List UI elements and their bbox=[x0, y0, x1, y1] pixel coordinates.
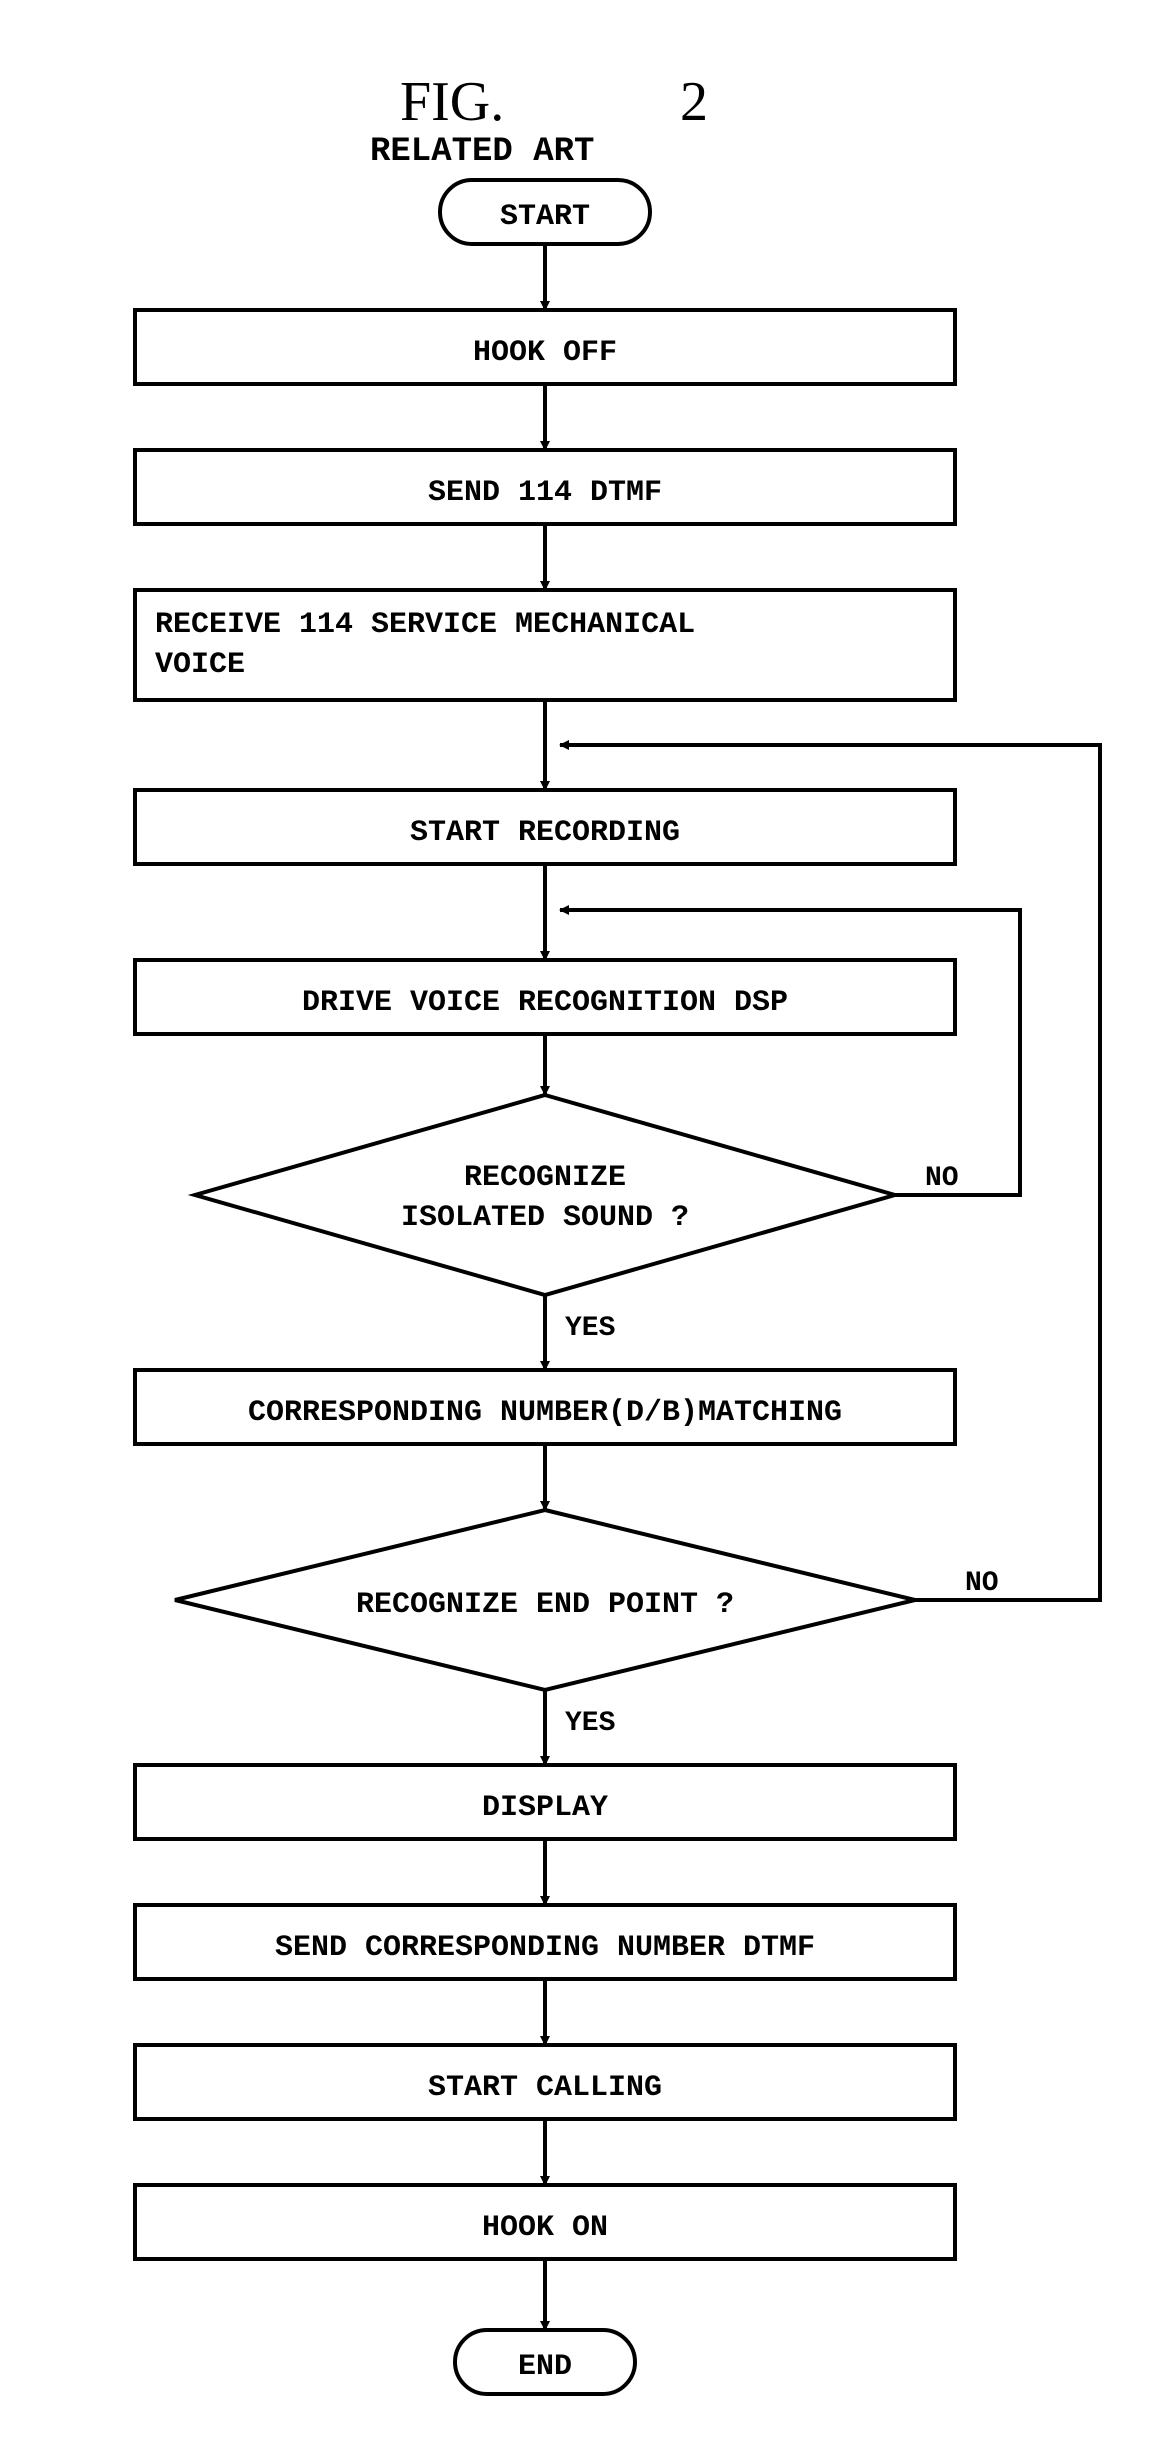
svg-text:HOOK ON: HOOK ON bbox=[482, 2211, 608, 2245]
svg-text:START CALLING: START CALLING bbox=[428, 2071, 662, 2105]
send-114-dtmf-box: SEND 114 DTMF bbox=[135, 450, 955, 524]
svg-text:START: START bbox=[500, 200, 590, 234]
yes-label-1: YES bbox=[565, 1313, 615, 1344]
svg-text:RECEIVE 114 SERVICE MECHANICAL: RECEIVE 114 SERVICE MECHANICAL bbox=[155, 608, 695, 642]
figure-subtitle: RELATED ART bbox=[370, 133, 594, 171]
svg-text:DISPLAY: DISPLAY bbox=[482, 1791, 608, 1825]
end-terminal: END bbox=[455, 2330, 635, 2394]
start-terminal: START bbox=[440, 180, 650, 244]
start-recording-box: START RECORDING bbox=[135, 790, 955, 864]
svg-text:RECOGNIZE: RECOGNIZE bbox=[464, 1161, 626, 1195]
no-label-1: NO bbox=[925, 1163, 959, 1194]
svg-text:DRIVE VOICE RECOGNITION DSP: DRIVE VOICE RECOGNITION DSP bbox=[302, 986, 788, 1020]
svg-text:CORRESPONDING NUMBER(D/B)MATCH: CORRESPONDING NUMBER(D/B)MATCHING bbox=[248, 1396, 842, 1430]
matching-box: CORRESPONDING NUMBER(D/B)MATCHING bbox=[135, 1370, 955, 1444]
send-corr-dtmf-box: SEND CORRESPONDING NUMBER DTMF bbox=[135, 1905, 955, 1979]
figure-number: 2 bbox=[680, 71, 708, 133]
hook-off-box: HOOK OFF bbox=[135, 310, 955, 384]
flowchart-figure: FIG. 2 RELATED ART START HOOK OFF SEND 1… bbox=[20, 20, 1154, 2444]
recognize-end-decision: RECOGNIZE END POINT ? bbox=[175, 1510, 915, 1690]
hook-on-box: HOOK ON bbox=[135, 2185, 955, 2259]
svg-text:ISOLATED SOUND ?: ISOLATED SOUND ? bbox=[401, 1201, 689, 1235]
drive-dsp-box: DRIVE VOICE RECOGNITION DSP bbox=[135, 960, 955, 1034]
svg-text:VOICE: VOICE bbox=[155, 648, 245, 682]
svg-text:END: END bbox=[518, 2350, 572, 2384]
start-calling-box: START CALLING bbox=[135, 2045, 955, 2119]
figure-title: FIG. bbox=[400, 71, 504, 133]
yes-label-2: YES bbox=[565, 1708, 615, 1739]
svg-text:SEND 114 DTMF: SEND 114 DTMF bbox=[428, 476, 662, 510]
recognize-isolated-decision: RECOGNIZE ISOLATED SOUND ? bbox=[195, 1095, 895, 1295]
svg-text:SEND CORRESPONDING NUMBER DTMF: SEND CORRESPONDING NUMBER DTMF bbox=[275, 1931, 815, 1965]
display-box: DISPLAY bbox=[135, 1765, 955, 1839]
svg-text:RECOGNIZE END POINT ?: RECOGNIZE END POINT ? bbox=[356, 1588, 734, 1622]
svg-text:HOOK OFF: HOOK OFF bbox=[473, 336, 617, 370]
no-label-2: NO bbox=[965, 1568, 999, 1599]
receive-114-box: RECEIVE 114 SERVICE MECHANICAL VOICE bbox=[135, 590, 955, 700]
svg-text:START RECORDING: START RECORDING bbox=[410, 816, 680, 850]
